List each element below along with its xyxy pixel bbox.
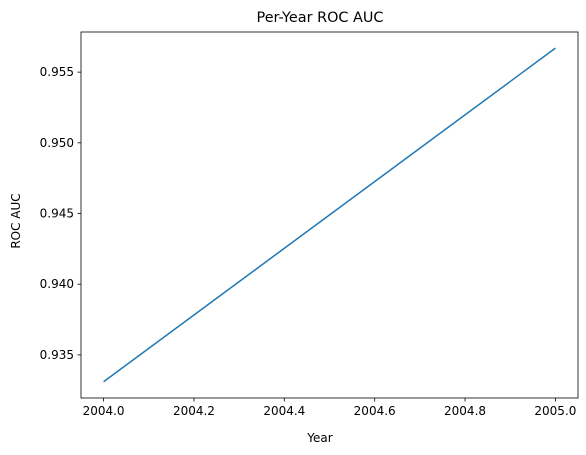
x-tick-label: 2004.4	[263, 404, 305, 418]
x-tick-label: 2004.0	[83, 404, 125, 418]
y-tick-label: 0.945	[40, 207, 74, 221]
y-tick-label: 0.935	[40, 348, 74, 362]
plot-area: 2004.0 2004.2 2004.4 2004.6 2004.8 2005.0 0.93…	[40, 31, 579, 418]
y-tick-label: 0.940	[40, 277, 74, 291]
y-tick-label: 0.950	[40, 136, 74, 150]
y-axis-label: ROC AUC	[9, 193, 23, 248]
axes-frame	[80, 31, 579, 399]
x-axis-label: Year	[306, 431, 332, 445]
x-tick-label: 2004.8	[444, 404, 486, 418]
y-tick-label: 0.955	[40, 65, 74, 79]
chart-title: Per-Year ROC AUC	[257, 10, 384, 26]
x-tick-label: 2004.2	[173, 404, 215, 418]
series-line-0	[103, 47, 556, 383]
x-tick-label: 2005.0	[534, 404, 576, 418]
x-tick-label: 2004.6	[354, 404, 396, 418]
